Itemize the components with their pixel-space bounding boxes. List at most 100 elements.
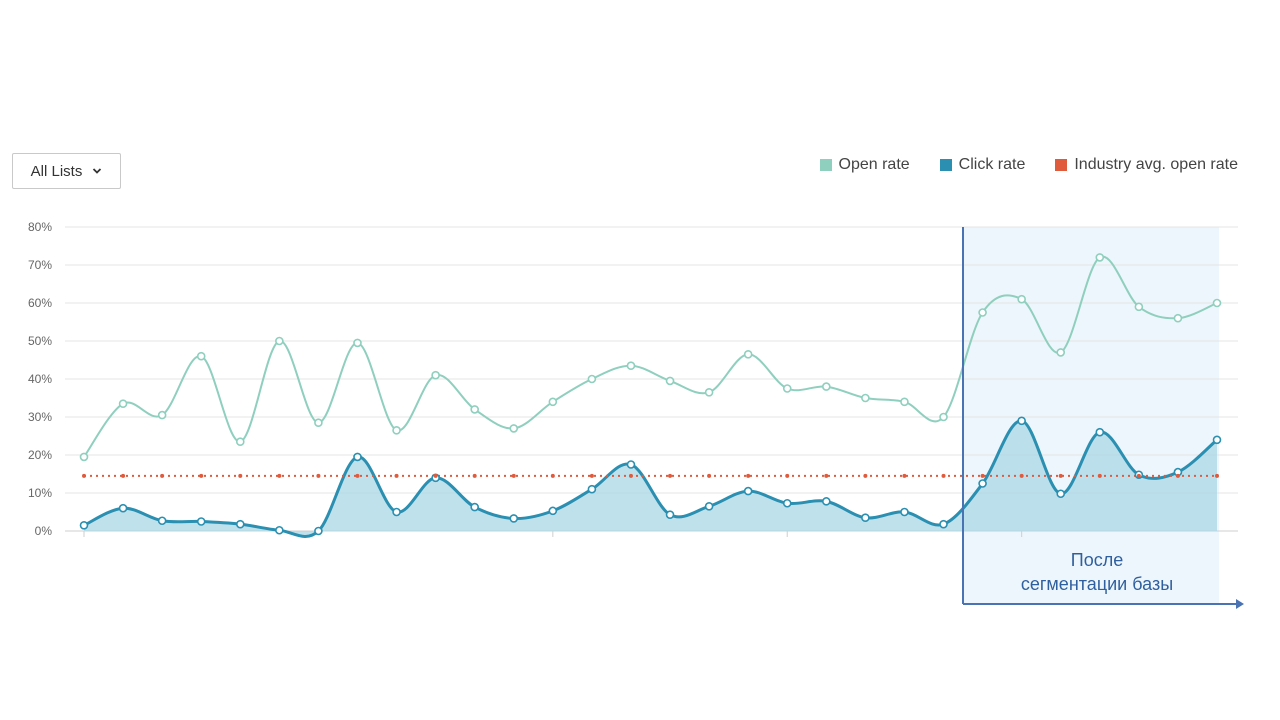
legend-swatch-industry-avg xyxy=(1055,159,1068,171)
industry-avg-point xyxy=(511,473,516,478)
industry-avg-point xyxy=(941,473,946,478)
click-rate-point xyxy=(900,507,909,517)
y-tick-label: 50% xyxy=(28,334,52,348)
legend-label-open-rate: Open rate xyxy=(838,156,910,173)
click-rate-point xyxy=(118,503,128,513)
open-rate-point xyxy=(79,452,89,462)
open-rate-point xyxy=(275,336,284,346)
industry-avg-point xyxy=(863,473,868,478)
industry-avg-point xyxy=(433,473,438,478)
y-tick-label: 20% xyxy=(28,448,52,462)
industry-avg-point xyxy=(668,473,673,478)
legend-swatch-click-rate xyxy=(939,159,952,171)
open-rate-point xyxy=(822,382,831,391)
legend-swatch-open-rate xyxy=(819,159,832,171)
y-tick-label: 70% xyxy=(28,258,52,272)
open-rate-point xyxy=(1095,253,1105,262)
industry-avg-point xyxy=(902,473,907,478)
annotation-line-2: сегментации базы xyxy=(1020,574,1174,594)
legend-item-open-rate[interactable]: Open rate xyxy=(819,156,910,174)
industry-avg-point xyxy=(121,473,126,478)
open-rate-point xyxy=(665,376,675,386)
legend-item-click-rate[interactable]: Click rate xyxy=(939,156,1025,174)
click-rate-area xyxy=(84,420,1217,537)
open-rate-point xyxy=(587,374,597,384)
open-rate-point xyxy=(118,399,128,409)
click-rate-point xyxy=(157,516,167,526)
segment-highlight-region xyxy=(963,227,1219,604)
open-rate-point xyxy=(1134,302,1144,312)
industry-avg-point xyxy=(238,473,243,478)
industry-avg-point xyxy=(746,473,751,478)
industry-avg-point xyxy=(824,473,829,478)
open-rate-point xyxy=(861,393,870,403)
click-rate-point xyxy=(861,513,870,523)
click-rate-point xyxy=(626,460,636,469)
click-rate-point xyxy=(470,502,479,512)
click-rate-point xyxy=(392,507,401,517)
dropdown-label: All Lists xyxy=(30,162,83,180)
click-rate-point xyxy=(196,517,206,526)
industry-avg-point xyxy=(199,473,204,478)
click-rate-point xyxy=(314,526,323,536)
open-rate-point xyxy=(1056,348,1066,357)
arrow-head-icon xyxy=(1236,599,1244,609)
industry-avg-point xyxy=(785,473,790,478)
open-rate-point xyxy=(470,405,479,414)
industry-avg-point xyxy=(82,473,86,478)
industry-avg-point xyxy=(160,473,165,478)
open-rate-point xyxy=(392,425,401,435)
open-rate-point xyxy=(626,361,636,371)
open-rate-point xyxy=(978,308,987,317)
click-rate-point xyxy=(548,506,558,516)
click-rate-point xyxy=(1017,416,1026,426)
click-rate-point xyxy=(1095,427,1105,437)
legend-item-industry-avg[interactable]: Industry avg. open rate xyxy=(1055,156,1238,174)
click-rate-point xyxy=(79,520,89,530)
chevron-down-icon xyxy=(93,168,102,174)
open-rate-point xyxy=(353,338,362,348)
open-rate-point xyxy=(704,387,714,397)
open-rate-point xyxy=(1173,313,1183,323)
click-rate-point xyxy=(665,510,675,519)
industry-avg-point xyxy=(1097,473,1102,478)
y-tick-label: 80% xyxy=(28,220,52,234)
click-rate-point xyxy=(939,519,948,529)
click-rate-point xyxy=(1212,435,1222,445)
click-rate-point xyxy=(275,525,284,535)
click-rate-point xyxy=(704,501,714,511)
open-rate-point xyxy=(939,412,948,422)
industry-avg-point xyxy=(628,473,633,478)
segmentation-annotation: После сегментации базы xyxy=(964,548,1230,596)
industry-avg-point xyxy=(550,473,555,478)
open-rate-point xyxy=(314,418,323,428)
open-rate-point xyxy=(900,397,909,407)
chart-legend: Open rate Click rate Industry avg. open … xyxy=(819,156,1238,174)
y-tick-label: 60% xyxy=(28,296,52,310)
open-rate-point xyxy=(431,370,440,380)
industry-avg-point xyxy=(980,473,985,478)
all-lists-dropdown[interactable]: All Lists xyxy=(12,153,121,189)
industry-avg-point xyxy=(472,473,477,478)
y-tick-label: 0% xyxy=(35,524,53,538)
click-rate-point xyxy=(1056,489,1066,499)
open-rate-point xyxy=(235,437,245,447)
open-rate-point xyxy=(743,349,753,359)
industry-avg-point xyxy=(277,473,282,478)
click-rate-point xyxy=(509,514,519,523)
industry-avg-point xyxy=(355,473,360,478)
annotation-line-1: После xyxy=(1070,550,1124,570)
y-tick-label: 30% xyxy=(28,410,52,424)
industry-avg-point xyxy=(316,473,321,478)
open-rate-point xyxy=(509,424,519,433)
open-rate-point xyxy=(157,410,167,420)
click-rate-point xyxy=(978,479,987,488)
open-rate-point xyxy=(1212,298,1222,308)
y-tick-label: 40% xyxy=(28,372,52,386)
industry-avg-point xyxy=(1175,473,1180,478)
industry-avg-point xyxy=(1136,473,1141,478)
y-tick-label: 10% xyxy=(28,486,52,500)
industry-avg-point xyxy=(1215,473,1219,478)
open-rate-point xyxy=(1017,294,1026,304)
